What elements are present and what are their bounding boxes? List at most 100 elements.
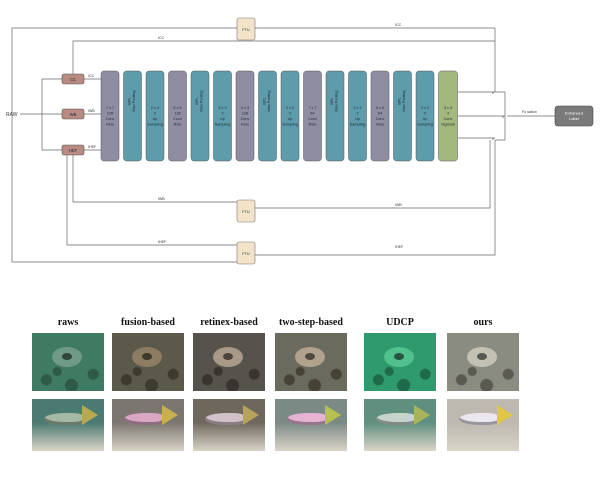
network-block-8: BPL Max Pooling	[258, 70, 277, 162]
network-block-14: BPL Max Pooling	[393, 70, 412, 162]
ring-object	[384, 347, 414, 367]
input-cc-label: CC	[70, 77, 76, 82]
result-image-ring-4	[275, 333, 347, 391]
network-block-1-text-3: Conv	[106, 117, 115, 121]
wire-label-ihef: IHEF	[88, 145, 97, 149]
result-image-ring-5	[364, 333, 436, 391]
network-block-3-text-1: 2 x 2	[151, 106, 159, 110]
network-block-13-text-3: Conv	[376, 117, 385, 121]
network-block-12-text-4: Sampling	[350, 123, 366, 127]
network-block-14-shape	[393, 70, 412, 162]
fusion-wire-label: Fu sation	[522, 110, 537, 114]
network-block-1-text-1: 7 x 7	[106, 106, 114, 110]
network-block-15-text-3: Up	[423, 117, 428, 121]
input-he: HEF	[61, 144, 85, 156]
network-block-4-shape	[168, 70, 187, 162]
ftu-top-label: FTU	[242, 28, 250, 32]
result-image-ring-6	[447, 333, 519, 391]
ftu-middle-label: FTU	[242, 210, 250, 214]
network-block-10-text-3: Conv	[308, 117, 317, 121]
fish-tail	[414, 405, 430, 425]
network-block-9-text-3: Up	[288, 117, 293, 121]
fish-tail	[243, 405, 259, 425]
network-block-6: 2 x 2 2Up Sampling	[213, 70, 232, 162]
network-block-6-text-3: Up	[220, 117, 225, 121]
network-block-2-shape	[123, 70, 142, 162]
network-block-9-text-1: 2 x 2	[286, 106, 294, 110]
network-block-1-shape	[100, 70, 120, 162]
output-label-line-1: Enhanced	[565, 111, 583, 116]
result-image-ring-2	[112, 333, 184, 391]
network-block-6-text-1: 2 x 2	[218, 106, 226, 110]
network-block-12-shape	[348, 70, 367, 162]
network-block-13-text-1: 5 x 5	[376, 106, 384, 110]
network-block-3: 2 x 2 2Up Sampling	[145, 70, 165, 162]
fish-body	[287, 413, 329, 425]
output-label-line-2: Label	[569, 116, 579, 121]
network-block-1-text-2: 128	[107, 112, 113, 116]
result-image-fish-1	[32, 399, 104, 451]
network-block-1-text-4: Relu	[106, 123, 114, 127]
network-block-15-text-2: 2	[424, 112, 426, 116]
result-image-fish-3	[193, 399, 265, 451]
network-block-3-text-3: Up	[153, 117, 158, 121]
network-block-12-text-3: Up	[355, 117, 360, 121]
fish-body	[376, 413, 418, 425]
rock-pattern	[193, 363, 265, 391]
column-header-6: ours	[473, 317, 493, 328]
multiplier-bottom: x	[492, 137, 494, 141]
fish-body	[205, 413, 247, 425]
ring-object	[52, 347, 82, 367]
network-block-10-text-2: 64	[310, 112, 314, 116]
result-image-fish-6	[447, 399, 519, 451]
network-block-10-shape	[303, 70, 322, 162]
network-diagram: x x x RAW CC WB HEF ICC IWB IHEF ICC ICC…	[6, 17, 594, 265]
network-block-15-text-4: Sampling	[417, 123, 433, 127]
network-block-6-text-4: Sampling	[215, 123, 231, 127]
network-block-5-text-1: BPL	[195, 97, 199, 104]
network-block-10-text-1: 7 x 7	[308, 106, 316, 110]
column-header-2: fusion-based	[121, 317, 175, 328]
network-block-13-text-4: Relu	[376, 123, 384, 127]
network-block-13-shape	[370, 70, 390, 162]
network-block-11-text-2: Max Pooling	[335, 91, 339, 112]
result-image-ring-1	[32, 333, 104, 391]
ring-object	[132, 347, 162, 367]
rock-pattern	[275, 363, 347, 391]
network-block-2-text-1: BPL	[128, 97, 132, 104]
network-block-9: 2 x 2 2Up Sampling	[280, 70, 300, 162]
network-block-11: BPL Max Pooling	[325, 70, 345, 162]
ftu-bottom: FTU	[236, 241, 256, 265]
ftu-bottom-label: FTU	[242, 252, 250, 256]
column-header-1: raws	[57, 317, 79, 328]
network-block-5: BPL Max Pooling	[190, 70, 210, 162]
network-block-16-text-1: 3 x 3	[444, 106, 452, 110]
network-block-13-text-2: 64	[378, 112, 382, 116]
rock-pattern	[364, 363, 436, 391]
result-image-ring-3	[193, 333, 265, 391]
wire-label-iwb-2: IWB	[158, 197, 165, 201]
multiplier-top: x	[492, 91, 494, 95]
rock-pattern	[32, 363, 104, 391]
network-block-8-text-1: BPL	[263, 97, 267, 104]
input-he-label: HEF	[69, 148, 78, 153]
network-block-16-text-3: Conv	[444, 117, 453, 121]
network-block-7-text-1: 3 x 3	[241, 106, 249, 110]
network-block-7-text-3: Conv	[241, 117, 250, 121]
network-block-9-text-2: 2	[289, 112, 291, 116]
network-block-11-shape	[325, 70, 345, 162]
fish-tail	[82, 405, 98, 425]
network-block-6-shape	[213, 70, 232, 162]
network-block-3-shape	[145, 70, 165, 162]
fish-tail	[162, 405, 178, 425]
network-block-12-text-1: 2 x 2	[353, 106, 361, 110]
network-block-3-text-4: Sampling	[147, 123, 163, 127]
network-block-12-text-2: 2	[356, 112, 358, 116]
ring-object	[295, 347, 325, 367]
ring-object	[467, 347, 497, 367]
